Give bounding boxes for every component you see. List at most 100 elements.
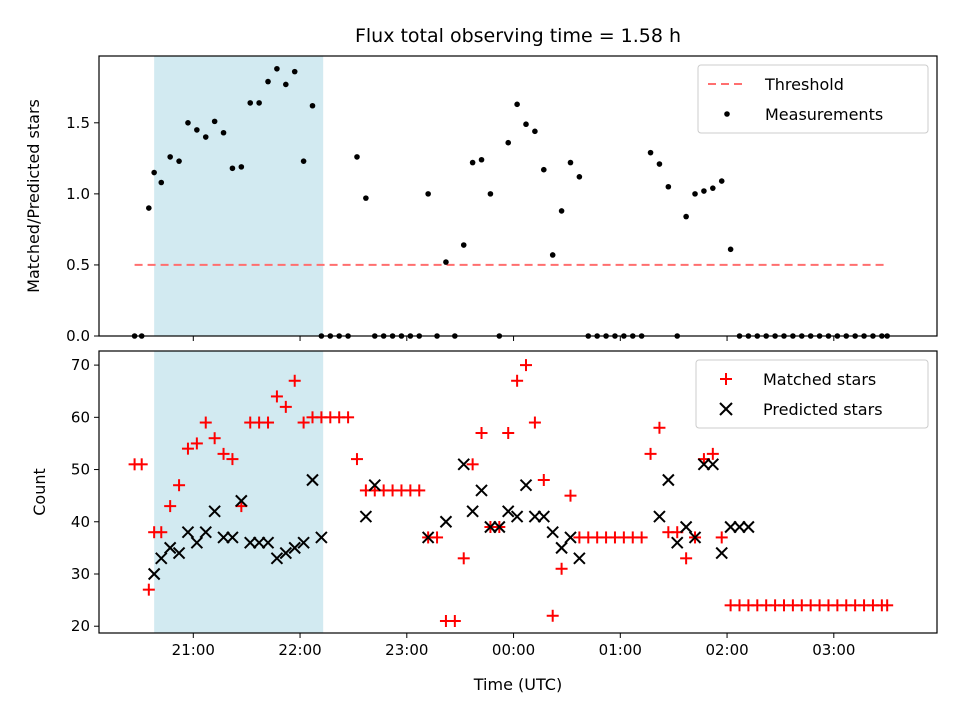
measurement-point xyxy=(247,100,254,106)
measurement-point xyxy=(727,246,734,253)
predicted-star-point xyxy=(359,510,373,523)
matched-star-point xyxy=(537,473,550,486)
measurement-point xyxy=(487,191,494,197)
matched-star-point xyxy=(350,453,363,466)
matched-star-point xyxy=(173,479,186,492)
measurement-point xyxy=(478,156,485,163)
predicted-stars-points xyxy=(147,458,755,581)
predicted-star-point xyxy=(679,520,693,534)
predicted-star-point xyxy=(528,510,542,523)
matched-star-point xyxy=(653,421,666,434)
bottom-shaded-span xyxy=(154,351,324,633)
legend-predicted-swatch xyxy=(719,402,733,416)
measurement-point xyxy=(443,259,449,265)
measurement-point xyxy=(220,129,227,136)
predicted-star-point xyxy=(172,546,186,560)
predicted-star-point xyxy=(688,531,702,544)
legend-matched-label: Matched stars xyxy=(763,370,876,389)
predicted-star-point xyxy=(181,526,195,539)
measurement-point xyxy=(194,127,200,133)
matched-star-point xyxy=(448,614,461,627)
measurement-point xyxy=(718,178,725,184)
matched-star-point xyxy=(413,484,426,497)
measurement-point xyxy=(576,174,583,180)
matched-star-point xyxy=(217,447,230,460)
bottom-legend-box xyxy=(695,359,929,429)
legend-threshold-label: Threshold xyxy=(764,75,844,94)
top-axes-frame xyxy=(98,55,938,337)
measurement-point xyxy=(558,208,565,214)
matched-star-point xyxy=(511,374,524,387)
x-tick-label: 22:00 xyxy=(278,641,321,659)
predicted-star-point xyxy=(315,531,328,544)
matched-star-point xyxy=(457,552,470,565)
y-tick-label: 0.5 xyxy=(66,256,90,274)
matched-star-point xyxy=(635,531,648,544)
matched-star-point xyxy=(564,489,577,502)
x-tick-label: 23:00 xyxy=(385,641,428,659)
matched-star-point xyxy=(342,411,355,424)
predicted-star-point xyxy=(155,552,168,565)
measurement-point xyxy=(211,118,218,125)
matched-star-point xyxy=(155,526,168,539)
predicted-star-point xyxy=(573,552,586,565)
matched-star-point xyxy=(164,500,177,513)
predicted-star-point xyxy=(457,458,470,471)
predicted-star-point xyxy=(421,531,435,544)
predicted-star-point xyxy=(466,505,479,518)
matched-stars-points xyxy=(128,359,894,627)
predicted-star-point xyxy=(217,531,230,544)
matched-star-point xyxy=(520,359,533,372)
top-panel: 0.0 0.5 1.0 1.5 Matched/Predicted stars Thr… xyxy=(24,55,938,345)
predicted-star-point xyxy=(564,531,577,544)
matched-star-point xyxy=(475,426,488,439)
matched-star-point xyxy=(262,416,275,429)
matched-star-point xyxy=(288,374,301,387)
matched-star-point xyxy=(190,437,203,450)
y-tick-label: 20 xyxy=(71,617,90,635)
predicted-star-point xyxy=(671,536,684,549)
matched-star-point xyxy=(181,442,194,455)
matched-star-point xyxy=(270,390,283,403)
measurement-point xyxy=(229,165,236,172)
x-tick-label: 01:00 xyxy=(599,641,642,659)
matched-star-point xyxy=(644,447,657,460)
top-legend: Threshold Measurements xyxy=(697,64,929,134)
predicted-star-point xyxy=(493,520,506,534)
measurement-point xyxy=(692,191,698,197)
predicted-star-point xyxy=(519,479,533,492)
measurement-point xyxy=(300,158,307,164)
predicted-star-point xyxy=(235,494,248,508)
measurement-point xyxy=(291,68,298,75)
predicted-star-point xyxy=(279,546,293,560)
predicted-star-point xyxy=(147,567,161,581)
predicted-star-point xyxy=(724,520,737,534)
predicted-star-point xyxy=(653,510,666,523)
y-tick-label: 1.0 xyxy=(66,185,90,203)
measurement-point xyxy=(256,100,262,106)
x-tick-label: 02:00 xyxy=(705,641,748,659)
legend-matched-swatch xyxy=(720,373,732,385)
matched-star-point xyxy=(297,416,310,429)
top-y-ticks: 0.0 0.5 1.0 1.5 xyxy=(66,114,99,345)
x-tick-label: 21:00 xyxy=(172,641,215,659)
predicted-star-point xyxy=(502,505,515,518)
predicted-star-point xyxy=(715,546,728,560)
matched-star-point xyxy=(715,531,728,544)
predicted-star-point xyxy=(199,526,212,539)
measurement-point xyxy=(238,164,245,170)
chart-title: Flux total observing time = 1.58 h xyxy=(355,25,681,47)
matched-star-point xyxy=(226,453,239,466)
legend-predicted-label: Predicted stars xyxy=(763,400,883,419)
measurement-point xyxy=(176,158,182,164)
measurement-point xyxy=(202,134,209,140)
x-axis-label: Time (UTC) xyxy=(473,675,562,694)
matched-star-point xyxy=(279,400,292,413)
matched-star-point xyxy=(546,609,559,622)
y-tick-label: 1.5 xyxy=(66,114,90,132)
measurement-point xyxy=(185,120,191,126)
predicted-star-point xyxy=(306,473,319,487)
bottom-x-ticks: 21:00 22:00 23:00 00:00 01:00 02:00 03:00 xyxy=(172,633,855,659)
matched-star-point xyxy=(881,599,894,612)
